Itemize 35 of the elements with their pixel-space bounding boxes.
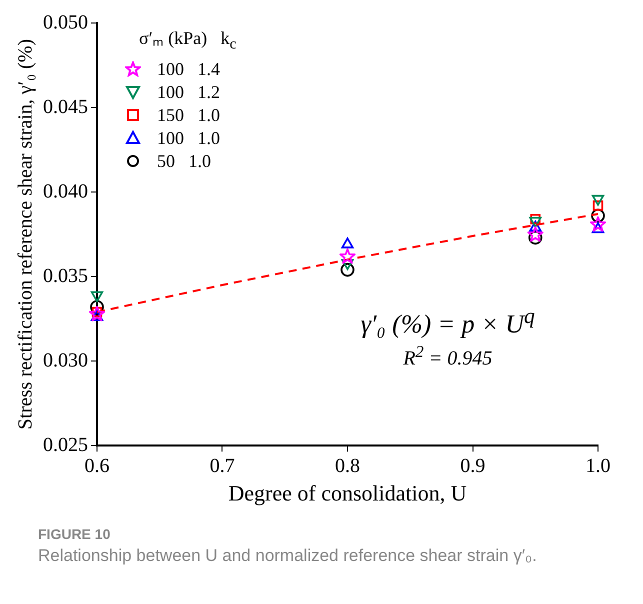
x-tick-label: 0.6	[84, 454, 110, 477]
point	[529, 220, 542, 232]
point	[341, 238, 354, 248]
annotation: R$^{2}$ = 0.945	[403, 342, 492, 370]
legend-label: 100 1.4	[157, 58, 220, 80]
y-tick-label: 0.040	[43, 180, 88, 202]
y-tick-label: 0.050	[43, 11, 88, 34]
point	[90, 300, 104, 314]
legend-label: 100 1.0	[157, 128, 220, 149]
point	[592, 200, 604, 211]
legend-title: σ′ₘ (kPa) k$_{c}$	[139, 27, 236, 54]
point	[339, 248, 356, 264]
legend-label: 50 1.0	[157, 150, 211, 172]
x-tick-label: 0.7	[210, 454, 235, 477]
point	[528, 230, 542, 245]
point	[340, 262, 354, 277]
x-axis-title: Degree of consolidation, U	[228, 480, 467, 506]
point	[530, 214, 541, 224]
point	[527, 226, 544, 242]
caption: FIGURE 10	[38, 526, 112, 542]
y-tick-label: 0.045	[43, 96, 88, 118]
x-tick-label: 1.0	[586, 454, 610, 477]
point	[88, 306, 106, 322]
legend-label: 150 1.0	[157, 104, 220, 126]
annotation: γ′₀ (%) = p × U$^{q}$	[360, 304, 535, 340]
y-tick-label: 0.025	[43, 434, 88, 456]
point	[590, 216, 606, 232]
y-tick-label: 0.035	[43, 264, 88, 287]
x-tick-label: 0.8	[335, 454, 360, 477]
text: Relationship between U and normalized reference shear strain γ′₀.	[38, 546, 538, 566]
y-tick-label: 0.030	[43, 349, 88, 372]
x-tick-label: 0.9	[460, 454, 486, 477]
point	[591, 208, 605, 223]
legend-label: 100 1.2	[157, 82, 220, 103]
y-axis-title: Stress rectification reference shear strain, γ′₀ (%)	[14, 39, 36, 430]
